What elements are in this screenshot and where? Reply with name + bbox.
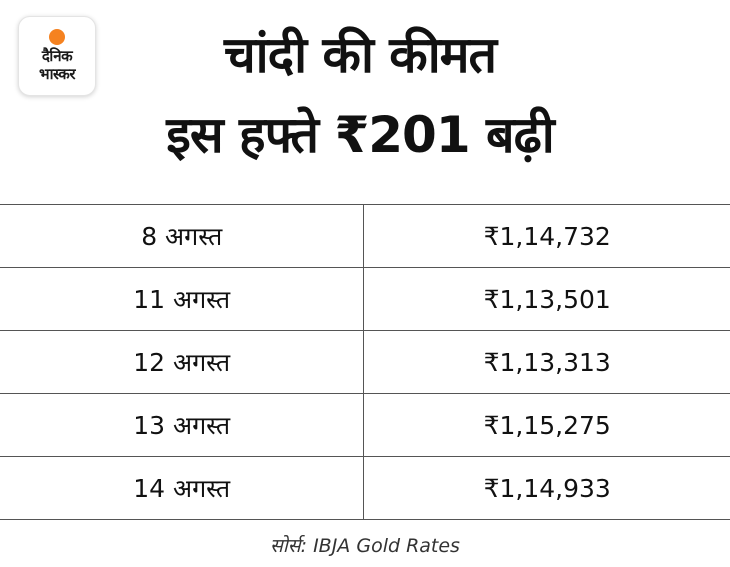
table-row: 13 अगस्त ₹1,15,275 <box>0 393 730 457</box>
logo-text-line2: भास्कर <box>39 65 75 83</box>
price-cell: ₹1,14,732 <box>363 204 730 268</box>
logo-text-line1: दैनिक <box>41 47 73 65</box>
price-cell: ₹1,15,275 <box>363 393 730 457</box>
sun-icon <box>49 29 65 45</box>
date-cell: 8 अगस्त <box>0 204 365 268</box>
price-cell: ₹1,13,501 <box>363 267 730 331</box>
table-row: 14 अगस्त ₹1,14,933 <box>0 456 730 520</box>
table-row: 11 अगस्त ₹1,13,501 <box>0 267 730 331</box>
date-cell: 11 अगस्त <box>0 267 365 331</box>
date-cell: 13 अगस्त <box>0 393 365 457</box>
source-note: सोर्स: IBJA Gold Rates <box>270 535 460 557</box>
headline-line-1: चांदी की कीमत <box>223 26 497 84</box>
price-cell: ₹1,13,313 <box>363 330 730 394</box>
price-cell: ₹1,14,933 <box>363 456 730 520</box>
headline-line-2: इस हफ्ते ₹201 बढ़ी <box>166 106 554 164</box>
dainik-bhaskar-logo: दैनिक भास्कर <box>18 16 96 96</box>
date-cell: 14 अगस्त <box>0 456 365 520</box>
table-row: 12 अगस्त ₹1,13,313 <box>0 330 730 394</box>
date-cell: 12 अगस्त <box>0 330 365 394</box>
silver-price-table: 8 अगस्त ₹1,14,732 11 अगस्त ₹1,13,501 12 … <box>0 204 730 520</box>
table-row: 8 अगस्त ₹1,14,732 <box>0 204 730 268</box>
